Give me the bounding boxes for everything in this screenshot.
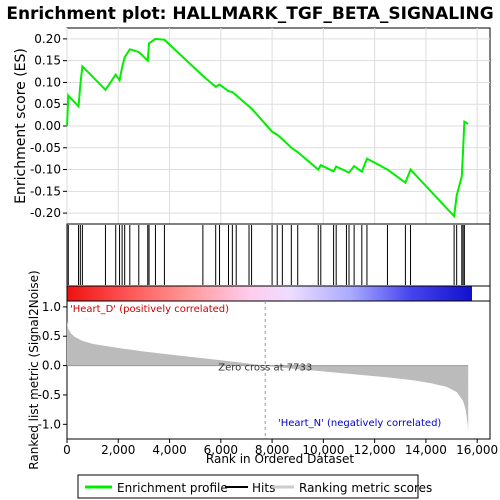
x-tick-label: 6,000 — [204, 443, 238, 457]
x-tick-label: 14,000 — [405, 443, 447, 457]
x-tick-label: 10,000 — [302, 443, 344, 457]
x-tick-label: 2,000 — [101, 443, 135, 457]
es-y-tick-label: 0.05 — [34, 97, 61, 111]
es-y-tick-label: 0.20 — [34, 32, 61, 46]
es-y-tick-label: 0.10 — [34, 75, 61, 89]
x-tick-label: 12,000 — [354, 443, 396, 457]
hits-markers — [67, 225, 465, 285]
x-tick-label: 8,000 — [255, 443, 289, 457]
es-y-tick-label: 0.00 — [34, 119, 61, 133]
rank-y-tick-label: -1.0 — [38, 417, 61, 431]
x-axis-label: Rank in Ordered Dataset — [206, 452, 354, 466]
es-y-tick-label: -0.15 — [30, 184, 61, 198]
es-y-ticks: -0.20 -0.15 -0.10 -0.05 0.00 0.05 0.10 0.15 0.20 — [30, 32, 67, 220]
x-ticks: 0 2,000 4,000 6,000 8,000 10,000 12,000 14,000 1… — [63, 439, 498, 457]
rank-y-axis-label: Ranked list metric (Signal2Noise) — [27, 270, 41, 469]
legend-enrichment-label: Enrichment profile — [117, 481, 228, 495]
rank-color-bar — [67, 286, 472, 301]
legend-hits-label: Hits — [252, 481, 275, 495]
ranking-metric-area — [67, 321, 469, 434]
rank-y-ticks: -1.0 -0.5 0.0 0.5 1.0 — [38, 300, 67, 431]
enrichment-profile-line — [66, 37, 469, 219]
rank-y-tick-label: -0.5 — [38, 388, 61, 402]
es-y-tick-label: 0.15 — [34, 54, 61, 68]
rank-y-tick-label: 0.5 — [42, 329, 61, 343]
negative-correlation-label: 'Heart_N' (negatively correlated) — [278, 418, 441, 429]
legend-ranking-label: Ranking metric scores — [299, 481, 432, 495]
rank-y-tick-label: 0.0 — [42, 359, 61, 373]
rank-y-tick-label: 1.0 — [42, 300, 61, 314]
zero-cross-label: Zero cross at 7733 — [218, 363, 312, 374]
positive-correlation-label: 'Heart_D' (positively correlated) — [70, 304, 229, 315]
es-y-tick-label: -0.10 — [30, 163, 61, 177]
x-tick-label: 0 — [63, 443, 71, 457]
es-y-axis-label: Enrichment score (ES) — [13, 48, 29, 204]
es-y-tick-label: -0.20 — [30, 206, 61, 220]
chart-title: Enrichment plot: HALLMARK_TGF_BETA_SIGNA… — [6, 4, 493, 24]
x-tick-label: 4,000 — [152, 443, 186, 457]
x-tick-label: 16,000 — [456, 443, 498, 457]
es-y-tick-label: -0.05 — [30, 141, 61, 155]
hits-panel-frame — [66, 223, 491, 287]
